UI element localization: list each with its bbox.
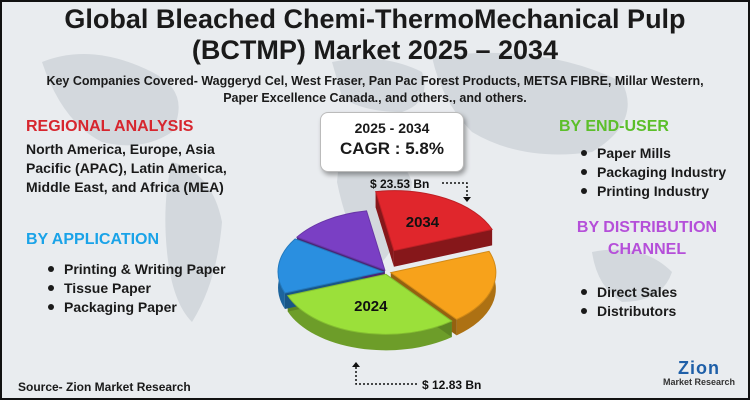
pie-slice-0: [375, 190, 493, 252]
end-user-list: Paper Mills Packaging Industry Printing …: [577, 144, 747, 201]
annotation-arrow-0: [463, 197, 471, 202]
annotation-leader-1: [355, 362, 417, 385]
list-item: Packaging Industry: [577, 163, 747, 181]
regional-analysis-text: North America, Europe, Asia Pacific (APA…: [26, 141, 227, 195]
pie-slice-wall-0-0: [375, 191, 394, 267]
page-title: Global Bleached Chemi-ThermoMechanical P…: [64, 4, 686, 65]
pie-slice-2: [286, 273, 453, 335]
pie-slice-side-2: [287, 295, 452, 351]
application-list: Printing & Writing Paper Tissue Paper Pa…: [44, 260, 244, 317]
cagr-box: 2025 - 2034 CAGR : 5.8%: [320, 112, 464, 172]
zion-logo: Zion Market Research: [659, 359, 739, 395]
pie-slice-1: [389, 250, 497, 320]
annotation-value-1: $ 12.83 Bn: [422, 378, 481, 392]
annotation-value-0: $ 23.53 Bn: [370, 177, 429, 191]
list-item: Direct Sales: [577, 283, 747, 301]
cagr-years: 2025 - 2034: [354, 120, 430, 136]
list-item: Printing & Writing Paper: [44, 260, 244, 278]
annotation-arrow-1: [352, 362, 360, 367]
annotation-leader-0: [442, 182, 468, 202]
list-item: Printing Industry: [577, 182, 747, 200]
logo-main: Zion: [678, 358, 720, 378]
list-item: Packaging Paper: [44, 298, 244, 316]
pie-slice-wall-0-1: [393, 229, 493, 267]
list-item: Distributors: [577, 302, 747, 320]
source-note: Source- Zion Market Research: [18, 380, 191, 394]
regional-analysis-heading: REGIONAL ANALYSIS: [26, 118, 194, 135]
cagr-value: CAGR : 5.8%: [340, 139, 444, 158]
list-item: Tissue Paper: [44, 279, 244, 297]
slice-label-0: 2034: [406, 214, 440, 231]
slice-label-2: 2024: [354, 298, 388, 315]
logo-sub: Market Research: [662, 377, 736, 387]
by-end-user-heading: BY END-USER: [559, 118, 669, 135]
key-companies: Key Companies Covered- Waggeryd Cel, Wes…: [46, 74, 704, 105]
by-distribution-channel-heading: BY DISTRIBUTION CHANNEL: [576, 219, 718, 258]
list-item: Paper Mills: [577, 144, 747, 162]
pie-slice-4: [295, 210, 386, 271]
pie-slice-3: [277, 238, 385, 294]
by-application-heading: BY APPLICATION: [26, 231, 160, 248]
distribution-list: Direct Sales Distributors: [577, 283, 747, 321]
